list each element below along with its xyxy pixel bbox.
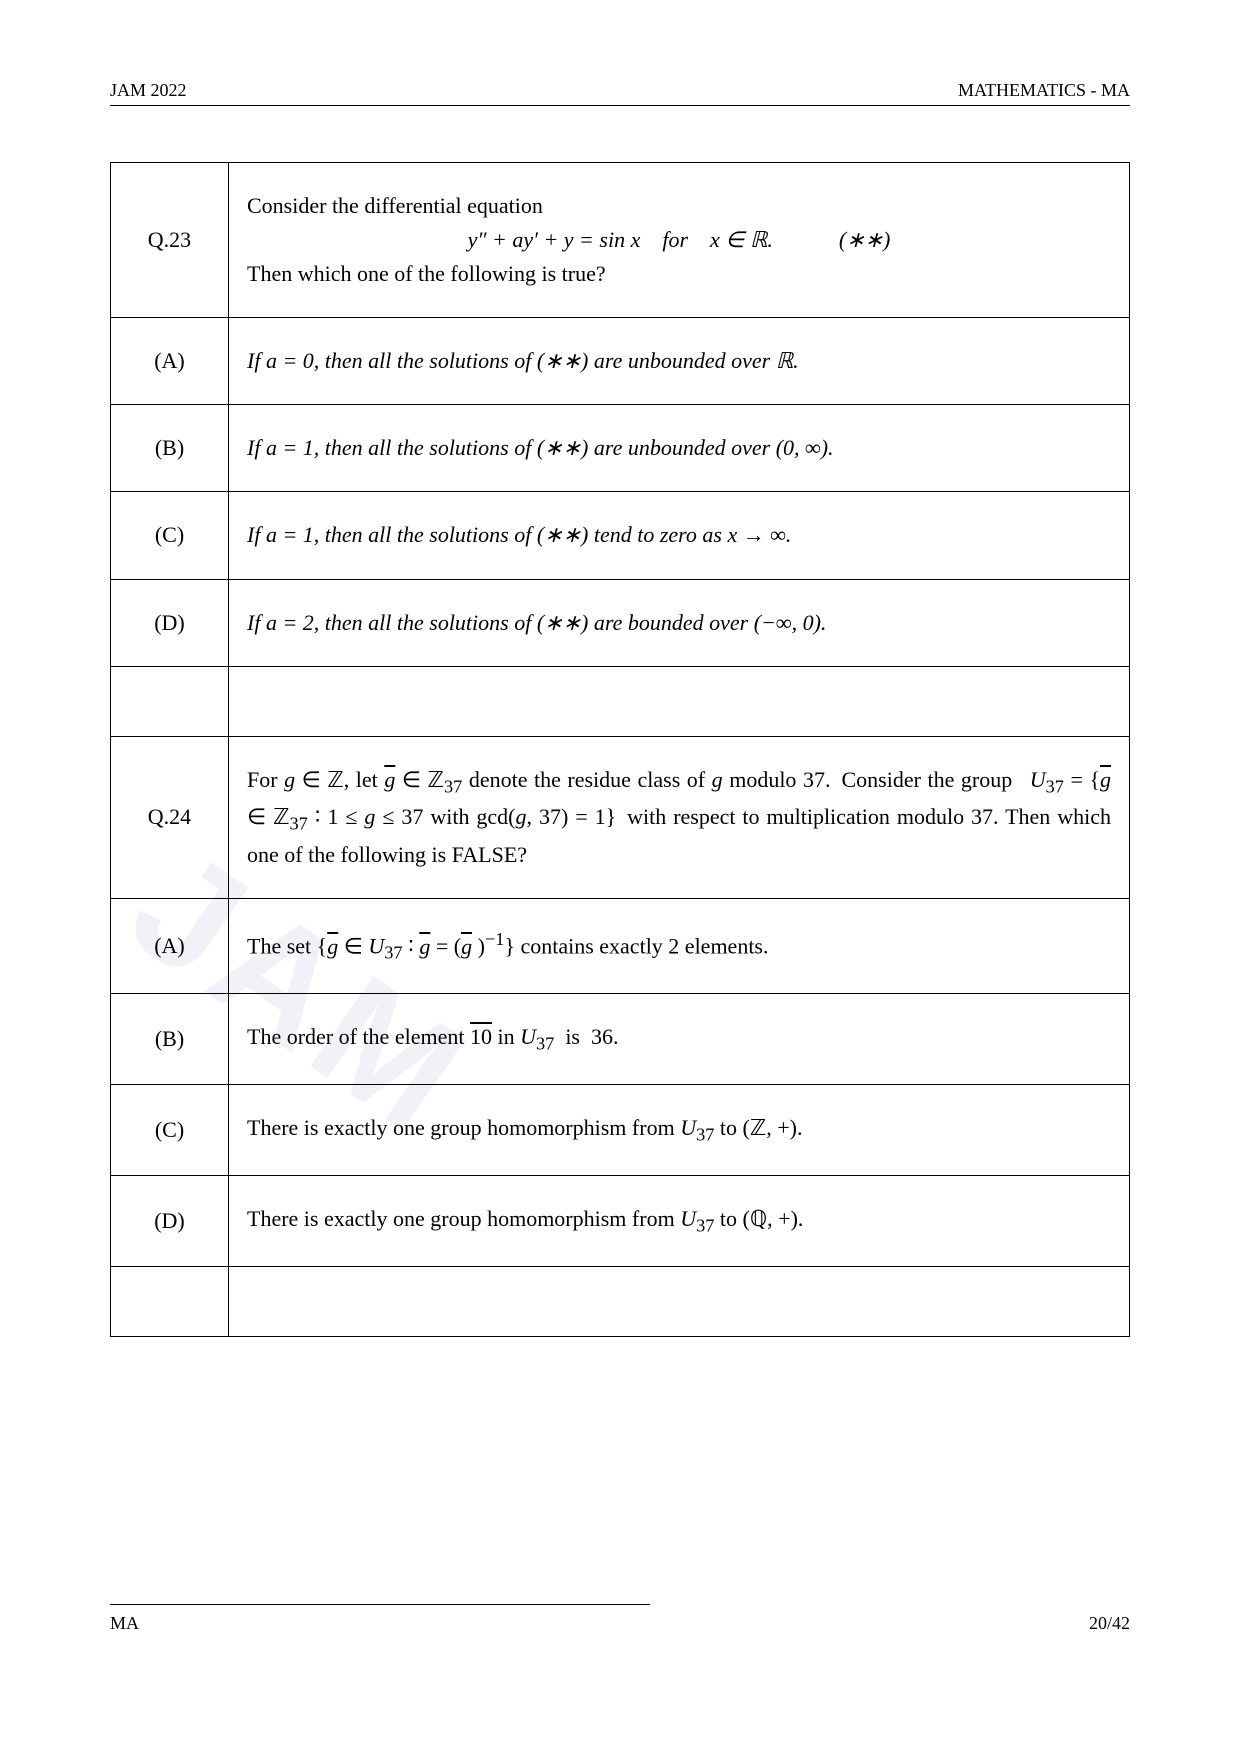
table-row: (B) The order of the element 10 in U37 i… (111, 994, 1130, 1085)
page-header: JAM 2022 MATHEMATICS - MA (110, 80, 1130, 106)
option-text-value: The set {g ∈ U37 ∶ g = (g )−1} contains … (247, 925, 1111, 967)
option-text-value: There is exactly one group homomorphism … (247, 1111, 1111, 1149)
option-label: (D) (111, 579, 229, 666)
footer-right: 20/42 (1089, 1613, 1130, 1634)
option-text: There is exactly one group homomorphism … (229, 1176, 1130, 1267)
option-text: If a = 1, then all the solutions of (∗∗)… (229, 492, 1130, 579)
questions-table: Q.23 Consider the differential equation … (110, 162, 1130, 1337)
option-label: (D) (111, 1176, 229, 1267)
stem-intro: Consider the differential equation (247, 189, 1111, 223)
footer-left: MA (110, 1613, 139, 1634)
empty-cell (229, 1266, 1130, 1336)
empty-cell (229, 666, 1130, 736)
option-text: If a = 0, then all the solutions of (∗∗)… (229, 318, 1130, 405)
table-row: (A) If a = 0, then all the solutions of … (111, 318, 1130, 405)
table-row: Q.23 Consider the differential equation … (111, 163, 1130, 318)
option-label: (A) (111, 899, 229, 994)
option-label: (A) (111, 318, 229, 405)
table-row: (D) There is exactly one group homomorph… (111, 1176, 1130, 1267)
stem-equation: y″ + ay′ + y = sin x for x ∈ ℝ. (∗∗) (247, 223, 1111, 257)
empty-label (111, 1266, 229, 1336)
option-text-value: If a = 0, then all the solutions of (∗∗)… (247, 344, 1111, 378)
option-text-value: If a = 1, then all the solutions of (∗∗)… (247, 431, 1111, 465)
option-text: There is exactly one group homomorphism … (229, 1085, 1130, 1176)
table-row (111, 666, 1130, 736)
option-text: The order of the element 10 in U37 is 36… (229, 994, 1130, 1085)
option-text-value: If a = 2, then all the solutions of (∗∗)… (247, 606, 1111, 640)
option-text: If a = 1, then all the solutions of (∗∗)… (229, 405, 1130, 492)
page-footer: MA 20/42 (110, 1604, 1130, 1634)
table-row: (C) There is exactly one group homomorph… (111, 1085, 1130, 1176)
header-left: JAM 2022 (110, 80, 187, 101)
table-row: (B) If a = 1, then all the solutions of … (111, 405, 1130, 492)
option-label: (C) (111, 492, 229, 579)
header-right: MATHEMATICS - MA (958, 80, 1130, 101)
table-row: (C) If a = 1, then all the solutions of … (111, 492, 1130, 579)
stem-text: For g ∈ ℤ, let g ∈ ℤ37 denote the residu… (247, 763, 1111, 873)
table-row: Q.24 For g ∈ ℤ, let g ∈ ℤ37 denote the r… (111, 736, 1130, 899)
table-row (111, 1266, 1130, 1336)
option-text: If a = 2, then all the solutions of (∗∗)… (229, 579, 1130, 666)
option-text: The set {g ∈ U37 ∶ g = (g )−1} contains … (229, 899, 1130, 994)
question-stem: Consider the differential equation y″ + … (229, 163, 1130, 318)
empty-label (111, 666, 229, 736)
table-row: (A) The set {g ∈ U37 ∶ g = (g )−1} conta… (111, 899, 1130, 994)
stem-outro: Then which one of the following is true? (247, 257, 1111, 291)
option-label: (B) (111, 405, 229, 492)
option-label: (C) (111, 1085, 229, 1176)
question-label: Q.23 (111, 163, 229, 318)
question-stem: For g ∈ ℤ, let g ∈ ℤ37 denote the residu… (229, 736, 1130, 899)
option-text-value: If a = 1, then all the solutions of (∗∗)… (247, 518, 1111, 552)
question-label: Q.24 (111, 736, 229, 899)
option-label: (B) (111, 994, 229, 1085)
table-row: (D) If a = 2, then all the solutions of … (111, 579, 1130, 666)
option-text-value: There is exactly one group homomorphism … (247, 1202, 1111, 1240)
footer-rule (110, 1604, 650, 1605)
option-text-value: The order of the element 10 in U37 is 36… (247, 1020, 1111, 1058)
page-content: JAM 2022 MATHEMATICS - MA Q.23 Consider … (110, 80, 1130, 1337)
